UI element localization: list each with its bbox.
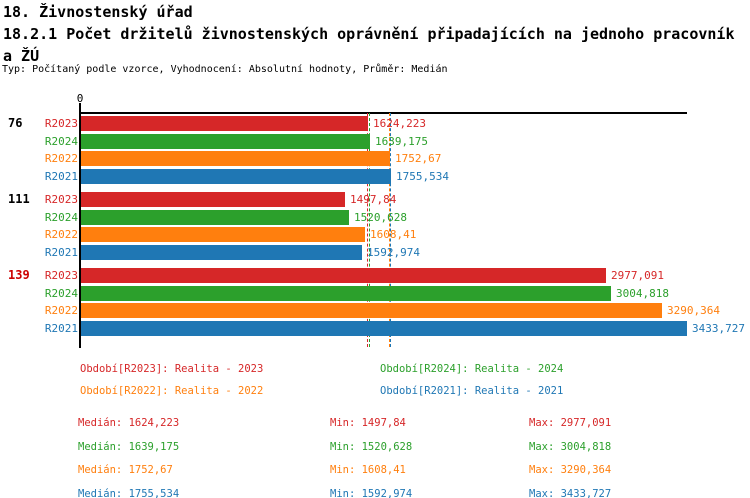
group-label-76: 76 xyxy=(8,116,23,130)
bar-R2022-g2 xyxy=(81,303,662,318)
bar-series-label-R2022-g2: R2022 xyxy=(44,304,78,317)
bar-series-label-R2023-g0: R2023 xyxy=(44,117,78,130)
median-line-R2023 xyxy=(366,113,368,347)
legend-item-R2023: Období[R2023]: Realita - 2023 xyxy=(80,363,264,375)
stat-max-R2022: Max: 3290,364 xyxy=(529,464,612,476)
group-label-139: 139 xyxy=(8,268,30,282)
bar-series-label-R2021-g0: R2021 xyxy=(44,170,78,183)
bar-R2022-g1 xyxy=(81,227,365,242)
stat-max-R2023: Max: 2977,091 xyxy=(529,417,612,429)
legend-item-R2021: Období[R2021]: Realita - 2021 xyxy=(380,385,564,397)
median-line-R2021 xyxy=(389,113,391,347)
bar-R2023-g0 xyxy=(81,116,368,131)
stat-median-R2023: Medián: 1624,223 xyxy=(78,417,180,429)
x-axis-line xyxy=(79,112,687,114)
bar-value-label-R2024-g1: 1520,628 xyxy=(354,211,407,224)
bar-series-label-R2023-g1: R2023 xyxy=(44,193,78,206)
legend-item-R2024: Období[R2024]: Realita - 2024 xyxy=(380,363,564,375)
bar-value-label-R2022-g2: 3290,364 xyxy=(667,304,720,317)
bar-value-label-R2023-g2: 2977,091 xyxy=(611,269,664,282)
x-axis-tick xyxy=(79,103,81,112)
chart-meta: Typ: Počítaný podle vzorce, Vyhodnocení:… xyxy=(2,64,448,75)
stat-min-R2022: Min: 1608,41 xyxy=(330,464,406,476)
bar-series-label-R2022-g0: R2022 xyxy=(44,152,78,165)
bar-R2024-g1 xyxy=(81,210,349,225)
bar-series-label-R2021-g1: R2021 xyxy=(44,246,78,259)
bar-R2023-g2 xyxy=(81,268,606,283)
bar-series-label-R2024-g0: R2024 xyxy=(44,135,78,148)
bar-R2024-g2 xyxy=(81,286,611,301)
stat-median-R2024: Medián: 1639,175 xyxy=(78,441,180,453)
bar-value-label-R2023-g0: 1624,223 xyxy=(373,117,426,130)
y-axis-line xyxy=(79,112,81,348)
stat-min-R2023: Min: 1497,84 xyxy=(330,417,406,429)
bar-series-label-R2023-g2: R2023 xyxy=(44,269,78,282)
bar-value-label-R2021-g2: 3433,727 xyxy=(692,322,745,335)
bar-R2021-g2 xyxy=(81,321,687,336)
bar-R2022-g0 xyxy=(81,151,390,166)
bar-series-label-R2024-g2: R2024 xyxy=(44,287,78,300)
stat-max-R2024: Max: 3004,818 xyxy=(529,441,612,453)
bar-R2023-g1 xyxy=(81,192,345,207)
bar-value-label-R2021-g1: 1592,974 xyxy=(367,246,420,259)
bar-R2021-g0 xyxy=(81,169,391,184)
stat-max-R2021: Max: 3433,727 xyxy=(529,488,612,498)
indicator-title: 18.2.1 Počet držitelů živnostenských opr… xyxy=(3,25,735,43)
x-axis-zero-label: 0 xyxy=(76,92,84,105)
group-label-111: 111 xyxy=(8,192,30,206)
legend-item-R2022: Období[R2022]: Realita - 2022 xyxy=(80,385,264,397)
stat-min-R2021: Min: 1592,974 xyxy=(330,488,413,498)
bar-value-label-R2022-g1: 1608,41 xyxy=(370,228,417,241)
bar-series-label-R2022-g1: R2022 xyxy=(44,228,78,241)
stat-min-R2024: Min: 1520,628 xyxy=(330,441,413,453)
bar-value-label-R2022-g0: 1752,67 xyxy=(395,152,442,165)
indicator-title-continued: a ŽÚ xyxy=(3,47,40,65)
bar-series-label-R2021-g2: R2021 xyxy=(44,322,78,335)
bar-R2024-g0 xyxy=(81,134,370,149)
bar-value-label-R2024-g0: 1639,175 xyxy=(375,135,428,148)
stat-median-R2021: Medián: 1755,534 xyxy=(78,488,180,498)
stat-median-R2022: Medián: 1752,67 xyxy=(78,464,173,476)
median-line-R2024 xyxy=(369,113,371,347)
bar-value-label-R2021-g0: 1755,534 xyxy=(396,170,449,183)
bar-value-label-R2023-g1: 1497,84 xyxy=(350,193,397,206)
section-title: 18. Živnostenský úřad xyxy=(3,3,193,21)
bar-value-label-R2024-g2: 3004,818 xyxy=(616,287,669,300)
bar-series-label-R2024-g1: R2024 xyxy=(44,211,78,224)
bar-R2021-g1 xyxy=(81,245,362,260)
